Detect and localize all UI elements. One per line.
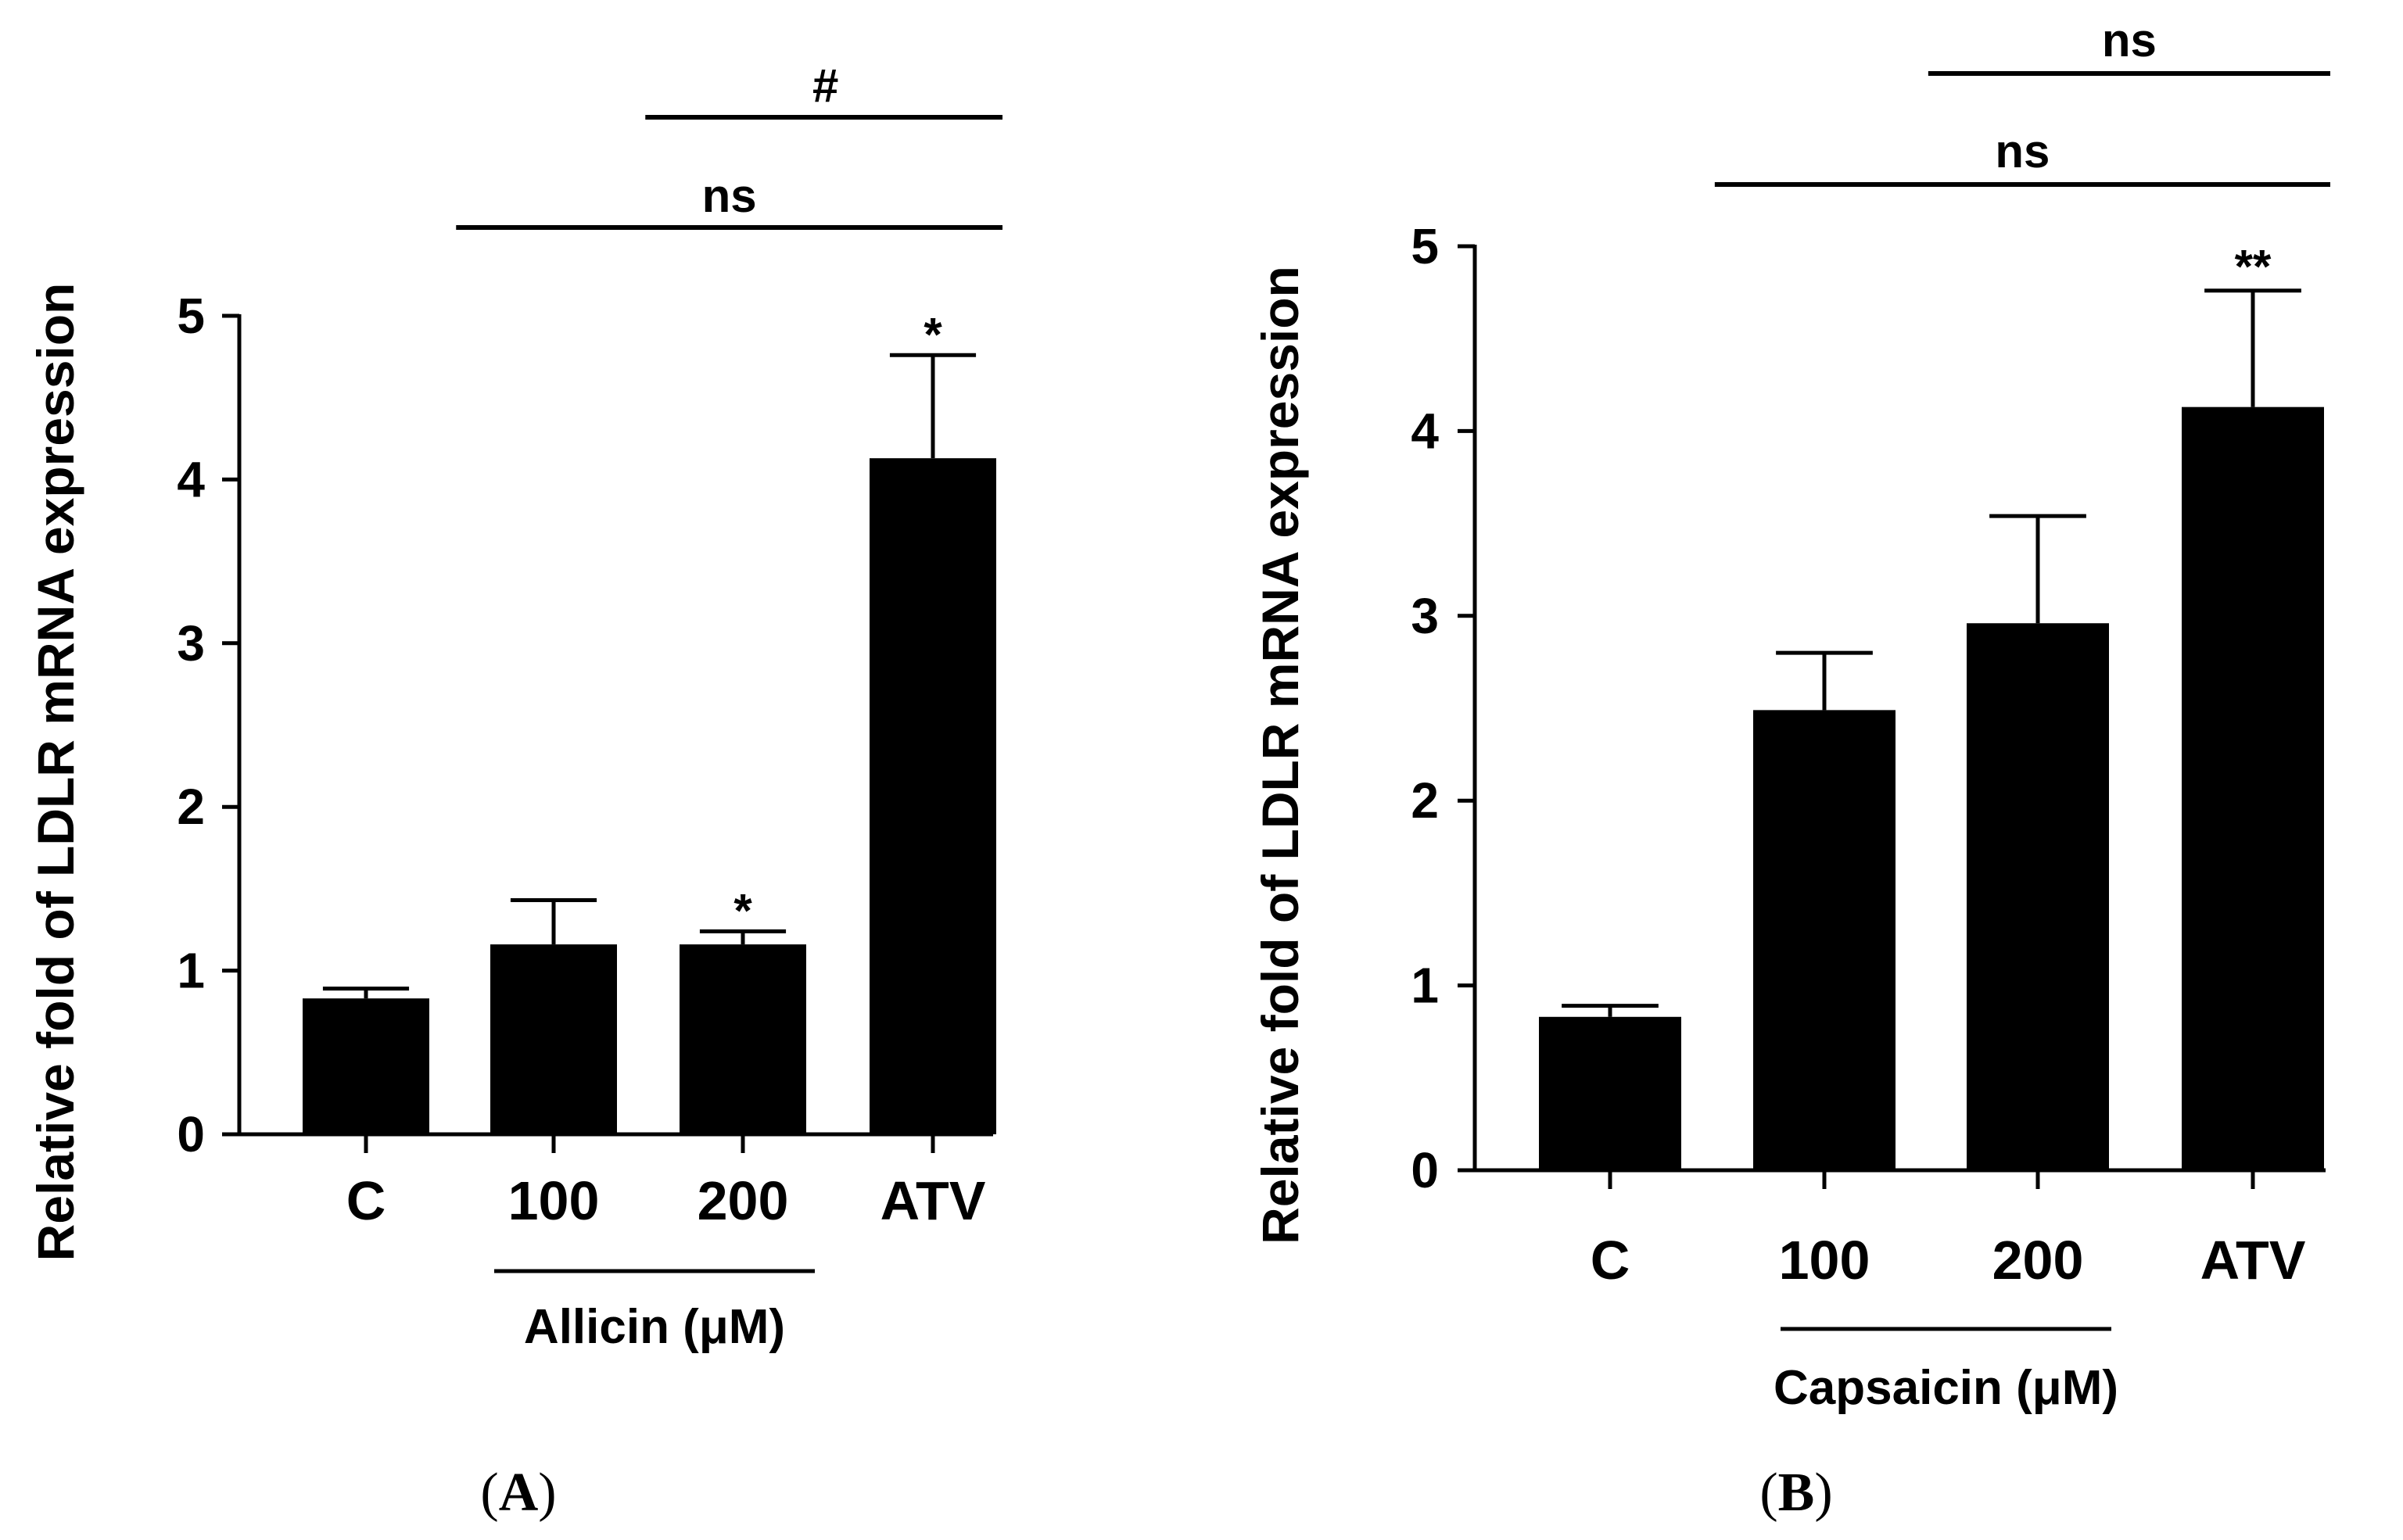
group-label: Allicin (μM) [524,1300,785,1354]
group-label: Capsaicin (μM) [1774,1361,2118,1415]
panel-label: (B) [1759,1463,1832,1523]
panel-label-open: ( [480,1463,498,1523]
y-axis-title: Relative fold of LDLR mRNA expression [1251,266,1309,1245]
x-tick-label: 100 [508,1170,600,1231]
bar [1539,1016,1681,1170]
comparison-label: ns [702,170,757,222]
y-tick-label: 4 [177,451,205,507]
x-tick-label: 100 [1779,1230,1870,1291]
panel-label: (A) [480,1463,556,1523]
panel-label-letter: A [499,1463,539,1523]
y-axis-title: Relative fold of LDLR mRNA expression [27,283,84,1262]
significance-marker: ** [2235,241,2272,293]
panel-b-chart: 0 1 2 3 4 5 Relative fold of LDLR mRNA express… [1251,14,2330,1523]
y-tick-label: 5 [1411,218,1439,274]
panel-label-close: ) [538,1463,556,1523]
x-tick-label: ATV [2200,1230,2306,1291]
bar [2182,406,2324,1170]
panel-label-letter: B [1778,1463,1815,1523]
significance-marker: * [733,884,752,937]
x-tick-label: 200 [1992,1230,2084,1291]
y-tick-label: 0 [177,1106,205,1162]
x-tick-label: C [1591,1230,1630,1291]
bar [1753,710,1896,1170]
bar [680,944,806,1134]
x-tick-label: 200 [698,1170,789,1231]
bar [490,944,617,1134]
bar [1967,623,2109,1170]
x-tick-label: C [346,1170,386,1231]
comparison-label: ns [2102,14,2157,66]
y-tick-label: 3 [1411,588,1439,644]
comparison-label: ns [1995,125,2050,177]
y-tick-label: 2 [177,779,205,835]
y-tick-label: 2 [1411,772,1439,829]
bar [870,458,996,1134]
y-tick-label: 1 [177,943,205,999]
y-tick-label: 3 [177,615,205,672]
y-tick-label: 5 [177,288,205,344]
bar [303,998,429,1134]
comparison-label: # [812,59,838,112]
significance-marker: * [924,308,942,360]
y-tick-label: 0 [1411,1142,1439,1198]
panel-a-chart: 0 1 2 3 4 5 Relative fold of LDLR mRNA express… [27,59,1002,1523]
y-tick-label: 1 [1411,958,1439,1014]
y-tick-label: 4 [1411,403,1439,459]
panel-label-close: ) [1814,1463,1832,1523]
x-tick-label: ATV [881,1170,986,1231]
panel-label-open: ( [1759,1463,1777,1523]
